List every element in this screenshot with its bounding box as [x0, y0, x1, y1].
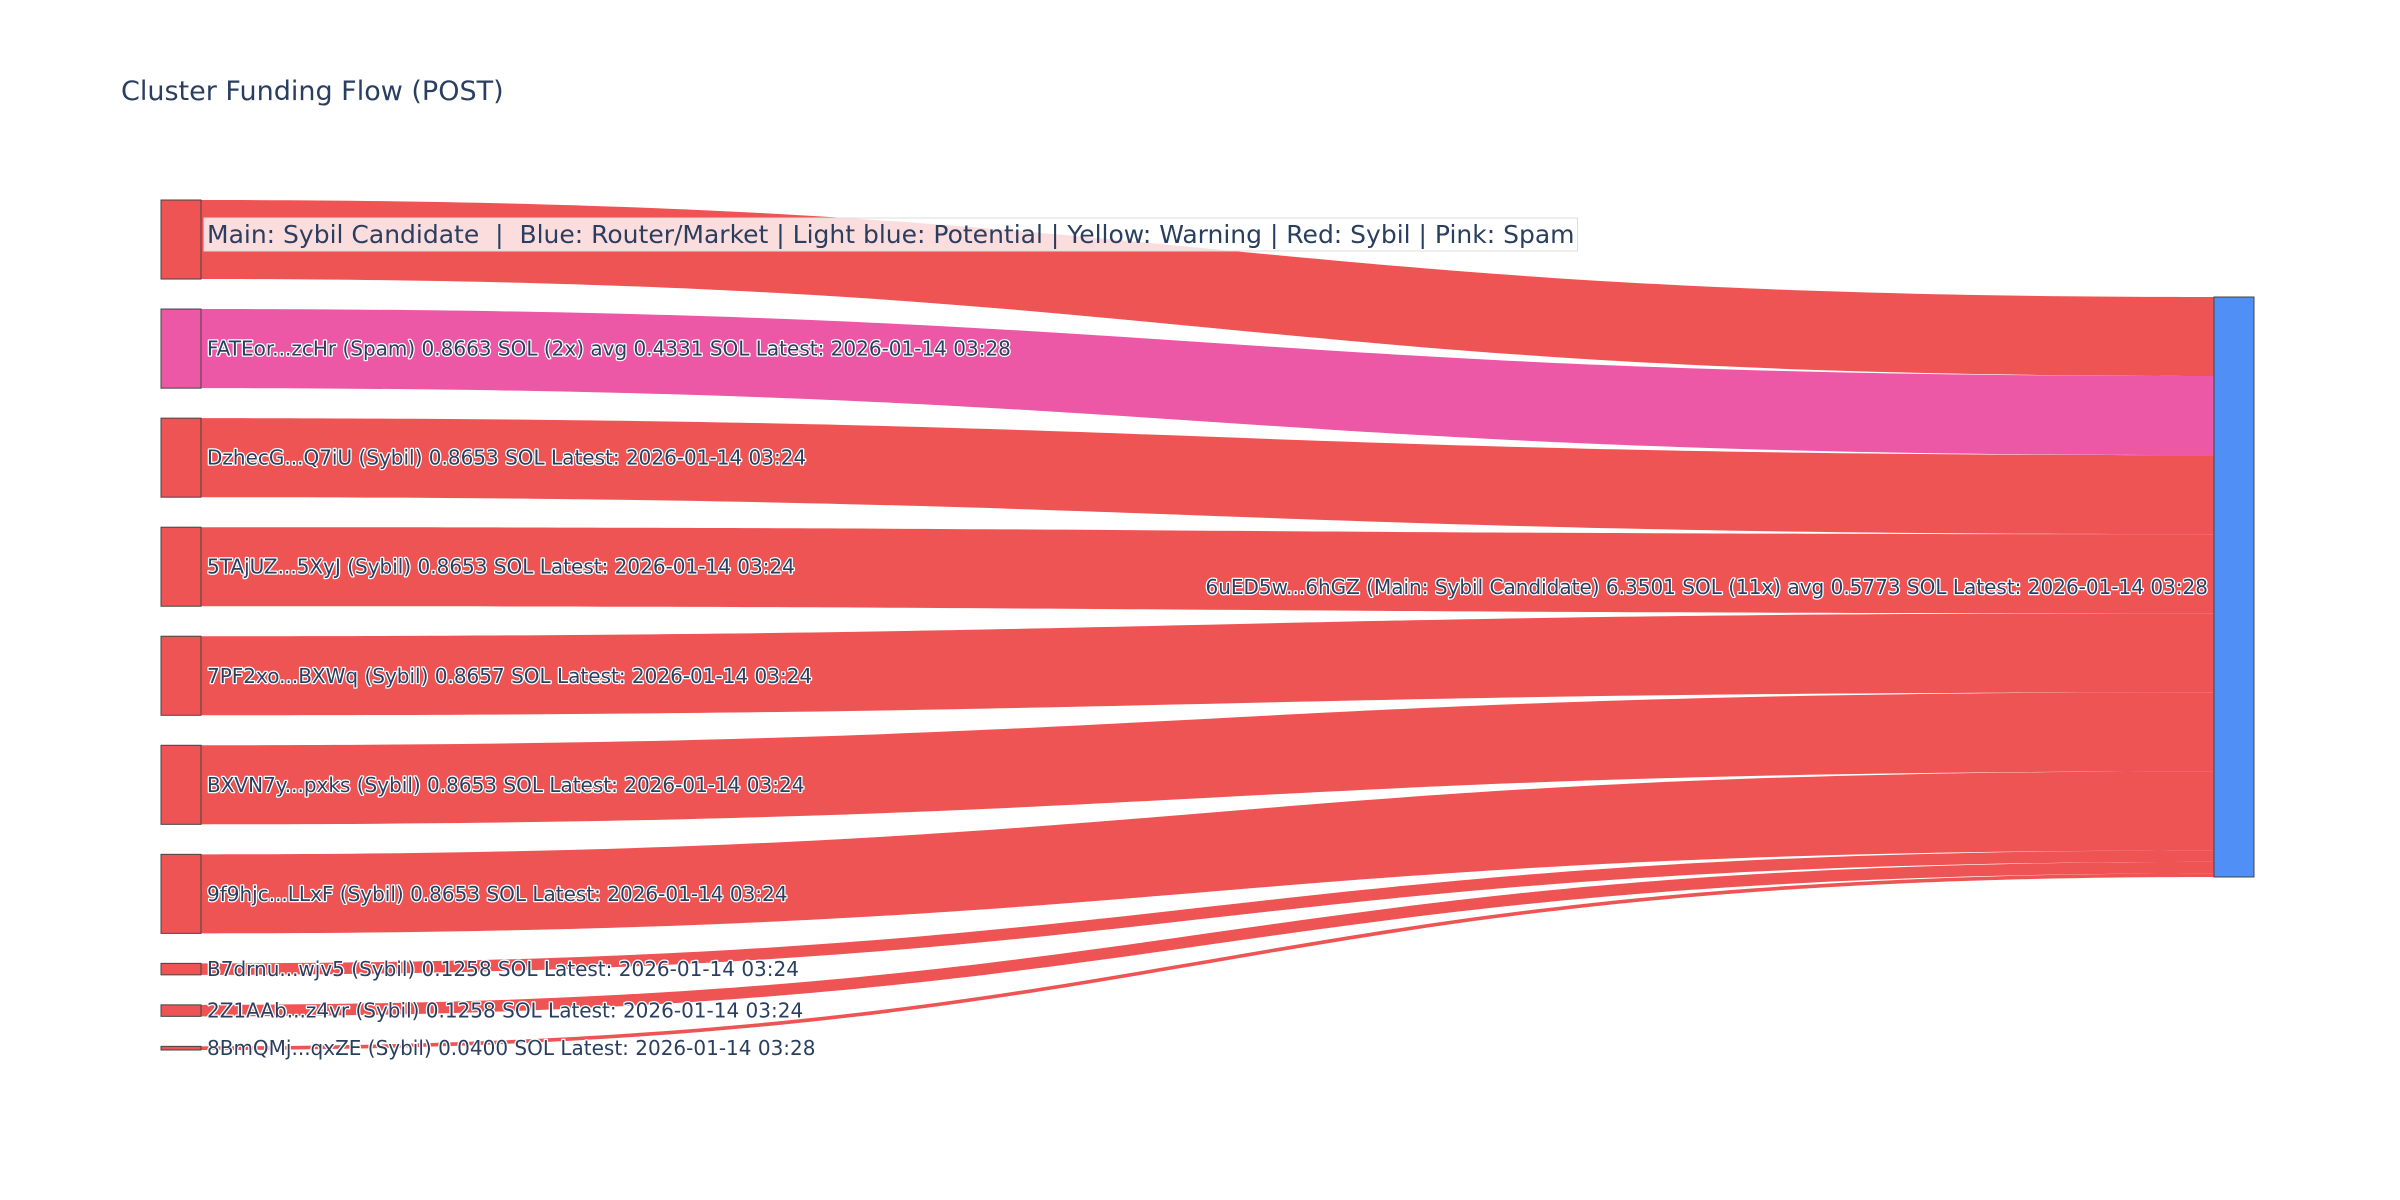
target-node-label: 6uED5w...6hGZ (Main: Sybil Candidate) 6.… [1205, 575, 2208, 599]
sankey-link-3 [201, 527, 2214, 614]
sankey-labels: FATEor...zcHr (Spam) 0.8663 SOL (2x) avg… [206, 335, 2210, 1061]
target-node [2213, 296, 2255, 878]
source-node-2 [160, 417, 202, 498]
chart-title: Cluster Funding Flow (POST) [121, 76, 504, 107]
source-node-label-9: 8BmQMj...qxZE (Sybil) 0.0400 SOL Latest:… [207, 1036, 816, 1060]
source-node-6 [160, 853, 202, 934]
sankey-nodes [160, 199, 2255, 1051]
source-node-label-3: 5TAjUZ...5XyJ (Sybil) 0.8653 SOL Latest:… [207, 555, 795, 579]
source-node-0 [160, 199, 202, 280]
legend-annotation: Main: Sybil Candidate | Blue: Router/Mar… [203, 217, 1578, 252]
sankey-link-2 [201, 418, 2214, 535]
sankey-link-5 [201, 692, 2214, 825]
source-node-label-6: 9f9hjc...LLxF (Sybil) 0.8653 SOL Latest:… [207, 882, 787, 906]
source-node-label-7: B7drnu...wjv5 (Sybil) 0.1258 SOL Latest:… [207, 957, 799, 981]
source-node-9 [160, 1045, 202, 1051]
source-node-label-2: DzhecG...Q7iU (Sybil) 0.8653 SOL Latest:… [207, 446, 806, 470]
source-node-label-5: BXVN7y...pxks (Sybil) 0.8653 SOL Latest:… [207, 773, 804, 797]
legend-annotation-text: Main: Sybil Candidate | Blue: Router/Mar… [207, 220, 1575, 249]
sankey-link-6 [201, 771, 2214, 934]
sankey-link-4 [201, 613, 2214, 716]
sankey-links [201, 200, 2214, 1050]
source-node-7 [160, 962, 202, 976]
source-node-3 [160, 526, 202, 607]
source-node-8 [160, 1004, 202, 1017]
sankey-link-1 [201, 309, 2214, 456]
source-node-4 [160, 635, 202, 716]
source-node-label-8: 2Z1AAb...z4vr (Sybil) 0.1258 SOL Latest:… [207, 999, 803, 1023]
legend-annotation-box [203, 217, 1578, 252]
source-node-label-1: FATEor...zcHr (Spam) 0.8663 SOL (2x) avg… [207, 337, 1011, 361]
source-node-label-4: 7PF2xo...BXWq (Sybil) 0.8657 SOL Latest:… [207, 664, 812, 688]
sankey-link-9 [201, 873, 2214, 1050]
source-node-5 [160, 744, 202, 825]
sankey-link-8 [201, 861, 2214, 1017]
source-node-1 [160, 308, 202, 389]
sankey-link-7 [201, 850, 2214, 975]
